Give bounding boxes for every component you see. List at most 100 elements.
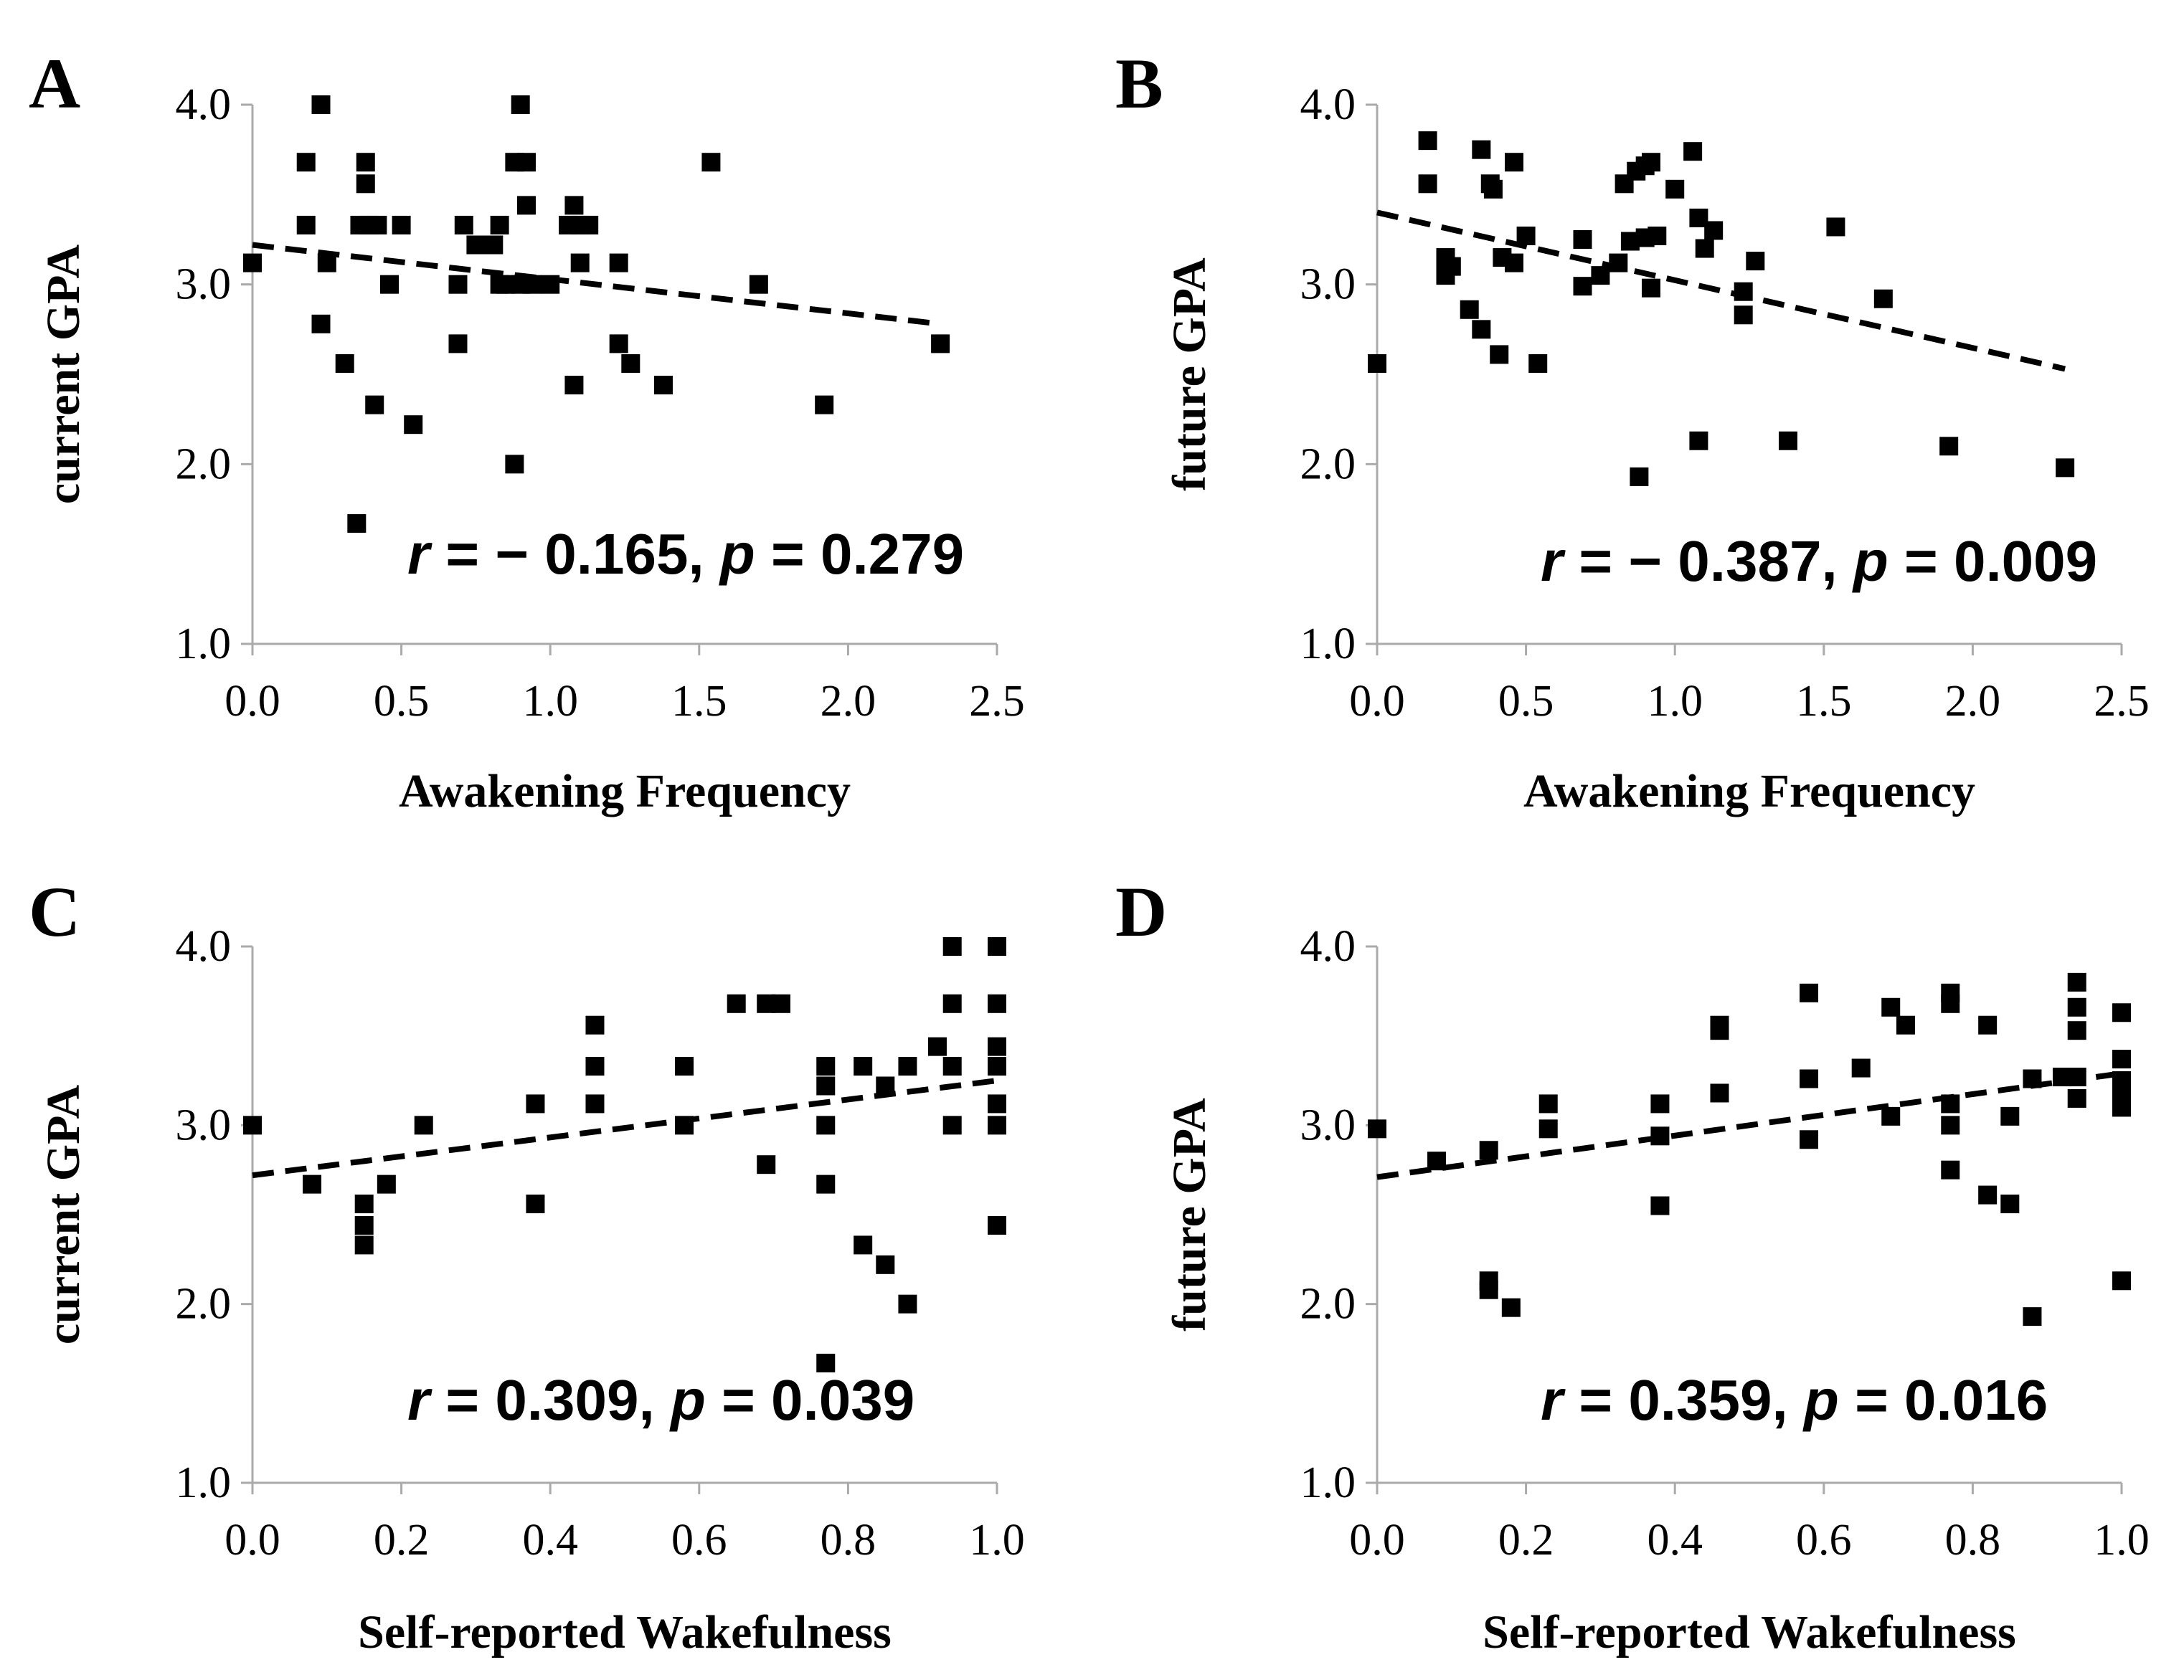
data-point <box>516 153 536 172</box>
data-point <box>1368 1119 1386 1139</box>
data-point <box>816 1174 836 1194</box>
data-point <box>335 353 354 373</box>
panel-letter: D <box>1115 872 1167 951</box>
data-point <box>490 215 509 234</box>
data-point <box>1573 230 1592 249</box>
data-point <box>1881 997 1901 1017</box>
stat-p-label: p <box>669 1368 706 1432</box>
y-tick-label: 3.0 <box>176 1101 232 1149</box>
data-point <box>609 253 628 272</box>
y-tick-label: 3.0 <box>1300 1101 1356 1149</box>
data-point <box>675 1057 694 1076</box>
data-point <box>653 376 673 395</box>
data-point <box>365 395 384 414</box>
data-point <box>1941 1116 1960 1135</box>
data-point <box>749 275 768 294</box>
data-point <box>816 1076 836 1096</box>
data-point <box>2067 972 2086 992</box>
x-tick-label: 2.0 <box>1945 677 2001 726</box>
data-point <box>1873 289 1893 308</box>
data-point <box>296 215 316 234</box>
data-point <box>311 95 331 114</box>
data-point <box>1665 179 1685 199</box>
data-point <box>505 455 524 474</box>
data-point <box>585 1094 605 1114</box>
x-tick-label: 0.6 <box>1796 1516 1852 1565</box>
y-tick-label: 1.0 <box>1300 620 1356 668</box>
x-tick-label: 1.0 <box>1647 677 1703 726</box>
data-point <box>1800 1069 1819 1088</box>
y-tick-label: 3.0 <box>176 260 232 309</box>
stat-p-label: p <box>1852 529 1888 593</box>
data-point <box>448 334 468 353</box>
data-point <box>379 275 399 294</box>
y-tick-label: 2.0 <box>176 440 232 488</box>
y-tick-label: 2.0 <box>1300 440 1356 488</box>
data-point <box>1710 1083 1729 1103</box>
data-point <box>354 1215 374 1235</box>
data-point <box>2023 1307 2042 1327</box>
x-tick-label: 0.4 <box>1647 1516 1703 1565</box>
stat-r-text: = 0.309, <box>430 1368 671 1432</box>
data-point <box>1689 431 1708 450</box>
data-point <box>1479 1280 1498 1299</box>
data-point <box>2067 1088 2086 1108</box>
trend-line <box>252 242 941 327</box>
data-point <box>1851 1058 1871 1078</box>
data-point <box>988 1094 1006 1114</box>
data-point <box>942 1116 962 1135</box>
stat-r-text: = 0.359, <box>1563 1368 1804 1432</box>
stat-p-label: p <box>1802 1368 1839 1432</box>
stat-p-text: = 0.039 <box>706 1368 914 1432</box>
data-point <box>942 994 962 1013</box>
stat-p-text: = 0.279 <box>755 522 964 586</box>
x-axis-title: Awakening Frequency <box>1523 765 1975 817</box>
data-point <box>356 174 375 194</box>
data-point <box>484 235 504 255</box>
data-point <box>927 1037 947 1056</box>
data-point <box>448 275 468 294</box>
data-point <box>757 1155 776 1174</box>
data-point <box>311 314 331 333</box>
x-tick-label: 1.5 <box>1796 677 1852 726</box>
data-point <box>621 353 640 373</box>
data-point <box>942 937 962 956</box>
data-point <box>988 1037 1006 1056</box>
data-point <box>243 1116 262 1135</box>
data-point <box>2056 458 2075 478</box>
stat-p-text: = 0.016 <box>1839 1368 2048 1432</box>
data-point <box>580 215 599 234</box>
data-point <box>1630 467 1649 486</box>
data-point <box>1641 153 1660 172</box>
x-tick-label: 0.2 <box>1498 1516 1554 1565</box>
correlation-annotation: r = − 0.387, p = 0.009 <box>1541 529 2097 593</box>
data-point <box>1504 253 1523 272</box>
data-point <box>942 1057 962 1076</box>
data-point <box>816 1353 836 1372</box>
x-tick-label: 2.5 <box>2094 677 2150 726</box>
stat-r-text: = − 0.165, <box>430 522 720 586</box>
x-tick-label: 1.5 <box>671 677 727 726</box>
data-point <box>356 153 375 172</box>
data-point <box>1710 1021 1729 1040</box>
data-point <box>2067 997 2086 1017</box>
data-point <box>1650 1196 1670 1215</box>
y-axis-title: current GPA <box>37 1085 90 1345</box>
data-point <box>988 994 1006 1013</box>
x-axis-title: Self-reported Wakefulness <box>358 1606 892 1658</box>
data-point <box>1650 1094 1670 1114</box>
x-tick-label: 0.5 <box>1498 677 1554 726</box>
data-point <box>771 994 790 1013</box>
stat-r-label: r <box>407 1368 432 1432</box>
data-point <box>511 95 530 114</box>
data-point <box>2000 1195 2020 1214</box>
correlation-annotation: r = 0.309, p = 0.039 <box>407 1368 914 1432</box>
stat-r-label: r <box>407 522 432 586</box>
data-point <box>1528 353 1548 373</box>
data-point <box>1826 217 1845 237</box>
data-point <box>347 514 367 533</box>
chart-panel-d: 1.0 2.0 3.0 4.0 0.0 0.2 0.4 0.6 0.8 1.0 future GPA… <box>1115 872 2150 1658</box>
data-point <box>414 1116 433 1135</box>
data-point <box>854 1057 873 1076</box>
